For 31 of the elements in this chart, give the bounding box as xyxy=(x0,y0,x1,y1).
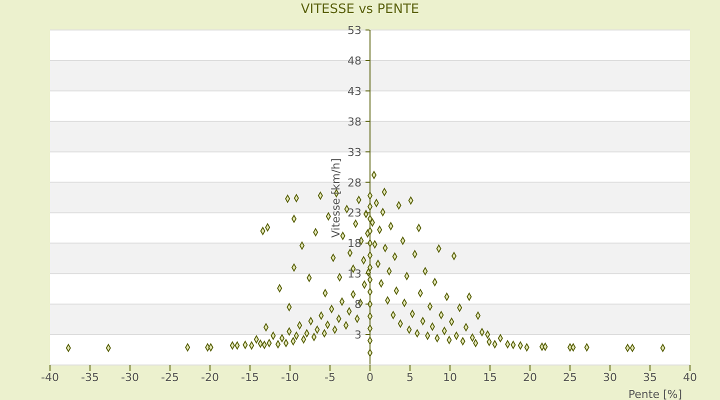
y-tick-label: 33 xyxy=(348,146,362,159)
x-tick-label: -10 xyxy=(281,370,299,384)
y-tick-label: 18 xyxy=(348,237,362,250)
y-tick-label: 3 xyxy=(354,328,362,342)
x-tick-label: 10 xyxy=(443,370,457,384)
chart-title: VITESSE vs PENTE xyxy=(300,2,420,17)
y-tick-label: 43 xyxy=(348,84,362,98)
x-tick-label: -20 xyxy=(201,370,219,384)
y-tick-label: 13 xyxy=(348,268,362,281)
x-tick-label: -40 xyxy=(41,370,59,384)
y-tick-label: 23 xyxy=(348,206,362,220)
x-tick-label: -15 xyxy=(241,370,259,384)
x-tick-label: -25 xyxy=(161,370,179,384)
x-tick-label: 15 xyxy=(483,370,497,384)
x-tick-label: 40 xyxy=(683,370,697,384)
x-tick-label: -35 xyxy=(81,370,99,384)
x-tick-label: 20 xyxy=(523,370,537,384)
x-tick-label: 0 xyxy=(366,370,374,384)
y-tick-label: 38 xyxy=(348,115,362,128)
x-axis-title: Pente [%] xyxy=(628,388,682,400)
x-tick-label: -5 xyxy=(324,370,336,384)
y-tick-label: 28 xyxy=(348,176,362,190)
y-tick-label: 8 xyxy=(354,298,362,312)
x-tick-label: 25 xyxy=(563,370,577,384)
x-tick-label: 5 xyxy=(406,370,414,384)
x-tick-label: -30 xyxy=(121,370,139,384)
x-tick-label: 35 xyxy=(643,370,657,384)
y-tick-label: 53 xyxy=(348,24,362,37)
x-tick-label: 30 xyxy=(603,370,617,384)
y-axis-title: Vitesse [km/h] xyxy=(329,158,342,238)
y-tick-label: 48 xyxy=(348,54,362,68)
